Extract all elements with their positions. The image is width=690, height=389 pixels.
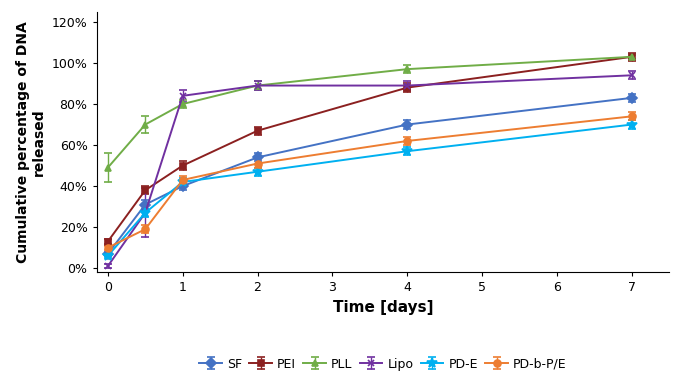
- X-axis label: Time [days]: Time [days]: [333, 300, 433, 315]
- Y-axis label: Cumulative percentage of DNA
released: Cumulative percentage of DNA released: [16, 21, 46, 263]
- Legend: SF, PEI, PLL, Lipo, PD-E, PD-b-P/E: SF, PEI, PLL, Lipo, PD-E, PD-b-P/E: [195, 352, 571, 375]
